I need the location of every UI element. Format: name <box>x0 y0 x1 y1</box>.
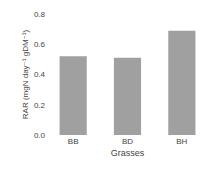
svg-text:0.6: 0.6 <box>34 40 46 49</box>
svg-text:Grasses: Grasses <box>111 148 145 158</box>
svg-text:BH: BH <box>176 137 187 146</box>
svg-text:BD: BD <box>122 137 133 146</box>
svg-text:RAR (mgN day⁻¹ gDM⁻¹): RAR (mgN day⁻¹ gDM⁻¹) <box>21 29 30 119</box>
svg-text:0.2: 0.2 <box>34 101 46 110</box>
svg-text:0.0: 0.0 <box>34 131 46 140</box>
svg-text:0.8: 0.8 <box>34 10 46 19</box>
svg-text:BB: BB <box>68 137 79 146</box>
svg-text:0.4: 0.4 <box>34 70 46 79</box>
